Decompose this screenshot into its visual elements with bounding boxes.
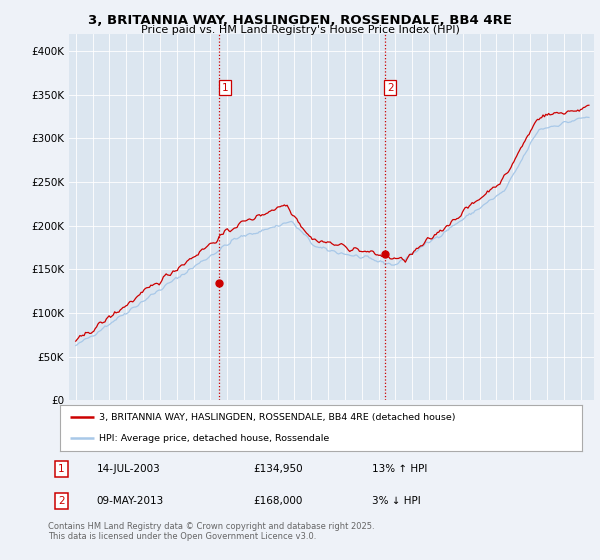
Text: £134,950: £134,950 <box>253 464 303 474</box>
Text: £168,000: £168,000 <box>253 496 302 506</box>
Text: 3% ↓ HPI: 3% ↓ HPI <box>372 496 421 506</box>
Text: Price paid vs. HM Land Registry's House Price Index (HPI): Price paid vs. HM Land Registry's House … <box>140 25 460 35</box>
Text: 13% ↑ HPI: 13% ↑ HPI <box>372 464 427 474</box>
Text: 1: 1 <box>58 464 65 474</box>
Text: 2: 2 <box>387 83 394 93</box>
Text: 2: 2 <box>58 496 65 506</box>
Text: 09-MAY-2013: 09-MAY-2013 <box>97 496 164 506</box>
Text: Contains HM Land Registry data © Crown copyright and database right 2025.
This d: Contains HM Land Registry data © Crown c… <box>48 522 374 542</box>
Text: 3, BRITANNIA WAY, HASLINGDEN, ROSSENDALE, BB4 4RE (detached house): 3, BRITANNIA WAY, HASLINGDEN, ROSSENDALE… <box>99 413 455 422</box>
Text: 3, BRITANNIA WAY, HASLINGDEN, ROSSENDALE, BB4 4RE: 3, BRITANNIA WAY, HASLINGDEN, ROSSENDALE… <box>88 14 512 27</box>
Text: 1: 1 <box>222 83 229 93</box>
Text: 14-JUL-2003: 14-JUL-2003 <box>97 464 160 474</box>
Text: HPI: Average price, detached house, Rossendale: HPI: Average price, detached house, Ross… <box>99 434 329 443</box>
